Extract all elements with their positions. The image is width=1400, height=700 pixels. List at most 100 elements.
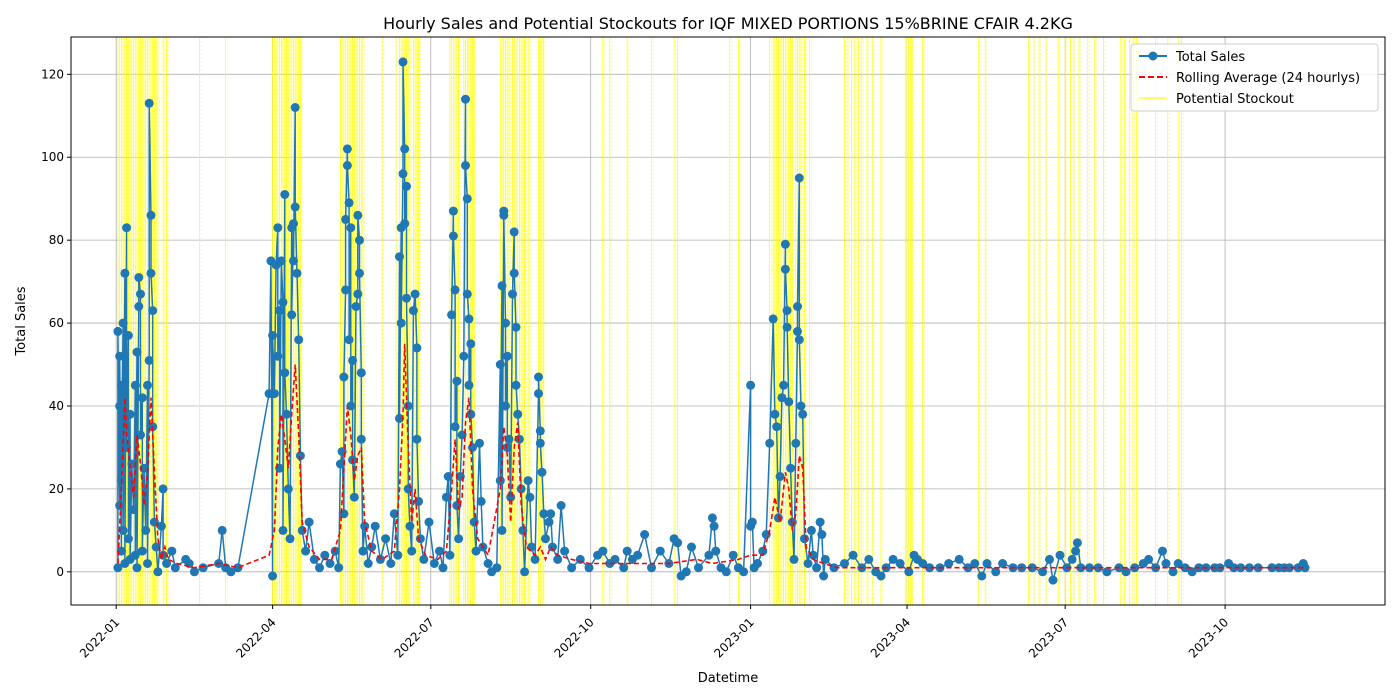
total-sales-point — [454, 534, 464, 544]
total-sales-point — [325, 559, 335, 568]
total-sales-point — [782, 306, 792, 316]
total-sales-point — [556, 501, 566, 510]
total-sales-point — [424, 517, 434, 527]
total-sales-point — [410, 289, 420, 299]
total-sales-point — [1048, 575, 1058, 585]
total-sales-point — [541, 534, 550, 544]
total-sales-point — [1284, 563, 1294, 573]
total-sales-point — [398, 169, 408, 179]
total-sales-point — [739, 567, 749, 577]
total-sales-point — [1076, 563, 1086, 573]
total-sales-point — [464, 314, 474, 324]
total-sales-point — [283, 484, 293, 494]
total-sales-point — [497, 525, 507, 535]
total-sales-point — [673, 538, 683, 548]
total-sales-point — [1121, 567, 1131, 577]
total-sales-point — [464, 380, 474, 390]
total-sales-point — [118, 525, 128, 535]
x-tick-label: 2023-07 — [1026, 615, 1071, 660]
total-sales-point — [115, 351, 125, 361]
total-sales-point — [709, 521, 719, 531]
total-sales-point — [402, 181, 411, 191]
total-sales-point — [459, 351, 469, 361]
x-axis-label: Datetime — [698, 671, 758, 686]
total-sales-point — [441, 492, 451, 502]
chart-title: Hourly Sales and Potential Stockouts for… — [383, 14, 1073, 33]
total-sales-point — [137, 393, 147, 403]
total-sales-point — [146, 268, 156, 278]
total-sales-point — [268, 571, 278, 581]
total-sales-point — [143, 380, 152, 390]
legend: Total Sales Rolling Average (24 hourlys)… — [1130, 43, 1379, 112]
total-sales-point — [292, 268, 302, 278]
total-sales-point — [1045, 554, 1054, 564]
total-sales-point — [793, 302, 802, 311]
total-sales-point — [273, 223, 283, 233]
total-sales-point — [977, 571, 987, 581]
total-sales-point — [497, 281, 507, 291]
total-sales-point — [796, 401, 806, 411]
total-sales-point — [786, 463, 796, 473]
total-sales-point — [721, 567, 731, 577]
total-sales-point — [610, 554, 620, 564]
total-sales-point — [132, 347, 142, 357]
x-tick-label: 2022-10 — [551, 615, 596, 660]
total-sales-point — [386, 559, 396, 568]
total-sales-point — [765, 438, 775, 448]
total-sales-point — [118, 318, 128, 328]
total-sales-point — [791, 438, 801, 448]
total-sales-point — [429, 559, 439, 568]
x-tick-label: 2022-01 — [77, 615, 122, 660]
total-sales-point — [170, 563, 180, 573]
x-tick-label: 2023-04 — [868, 615, 913, 660]
total-sales-point — [282, 409, 291, 419]
y-tick-label: 20 — [49, 482, 64, 496]
total-sales-point — [784, 397, 794, 407]
total-sales-point — [334, 563, 344, 573]
total-sales-point — [396, 318, 406, 328]
total-sales-point — [415, 534, 425, 544]
total-sales-point — [525, 492, 535, 502]
total-sales-point — [780, 264, 790, 274]
total-sales-point — [461, 94, 470, 104]
total-sales-point — [770, 409, 780, 419]
total-sales-point — [501, 318, 510, 328]
total-sales-point — [779, 380, 789, 390]
total-sales-point — [1300, 563, 1310, 573]
total-sales-point — [403, 484, 413, 494]
plot-area — [71, 37, 1385, 605]
total-sales-point — [342, 144, 352, 154]
total-sales-point — [681, 567, 691, 577]
legend-marker-total-sales — [1148, 51, 1158, 61]
total-sales-point — [1102, 567, 1112, 577]
total-sales-point — [137, 546, 147, 556]
total-sales-point — [450, 422, 460, 432]
total-sales-point — [289, 256, 298, 266]
total-sales-point — [598, 546, 608, 556]
total-sales-point — [339, 372, 349, 382]
total-sales-point — [746, 380, 756, 390]
total-sales-point — [141, 525, 151, 535]
total-sales-point — [125, 409, 135, 419]
total-sales-point — [400, 144, 410, 154]
total-sales-point — [363, 559, 373, 568]
total-sales-point — [548, 542, 557, 552]
total-sales-point — [970, 559, 980, 568]
total-sales-point — [798, 409, 808, 419]
y-tick-label: 0 — [56, 565, 64, 579]
total-sales-point — [123, 534, 133, 544]
total-sales-point — [753, 559, 762, 568]
total-sales-point — [167, 546, 177, 556]
total-sales-point — [694, 563, 703, 573]
total-sales-point — [991, 567, 1001, 577]
total-sales-point — [1180, 563, 1190, 573]
y-axis-label: Total Sales — [14, 286, 29, 356]
total-sales-point — [817, 530, 827, 539]
total-sales-point — [448, 206, 458, 216]
total-sales-point — [803, 559, 813, 568]
total-sales-point — [448, 231, 458, 241]
total-sales-point — [405, 521, 415, 531]
total-sales-point — [511, 380, 521, 390]
total-sales-point — [113, 563, 123, 573]
total-sales-point — [1161, 559, 1171, 568]
